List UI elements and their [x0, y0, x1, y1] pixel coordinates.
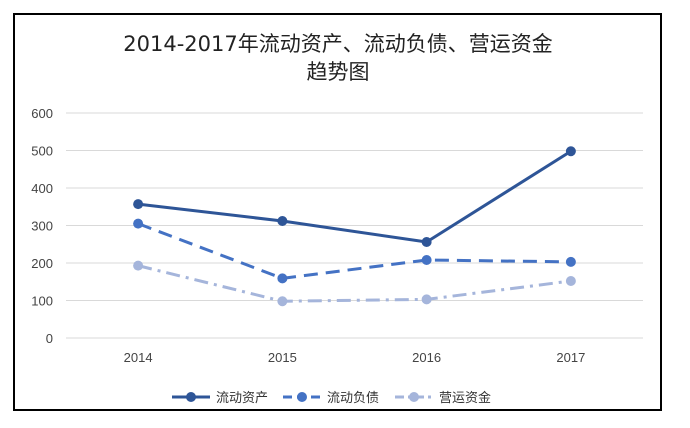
series-line	[137, 222, 571, 280]
y-tick-label: 0	[46, 331, 53, 346]
legend-item: 营运资金	[395, 390, 491, 406]
legend-marker	[409, 392, 419, 402]
legend-item: 流动负债	[283, 391, 379, 406]
x-tick-label: 2017	[556, 350, 585, 365]
data-point	[565, 256, 576, 267]
gridlines	[66, 112, 643, 339]
data-point	[133, 199, 144, 210]
legend: 流动资产 流动负债 营运资金	[172, 390, 491, 406]
y-tick-label: 100	[31, 294, 53, 309]
x-tick-label: 2015	[268, 350, 297, 365]
legend-marker	[297, 392, 307, 402]
data-point	[421, 255, 432, 265]
data-point	[133, 218, 144, 229]
chart-frame	[13, 13, 662, 411]
data-point	[133, 260, 144, 271]
legend-marker	[186, 392, 196, 402]
x-axis: 2014 2015 2016 2017	[124, 350, 586, 365]
chart-title-line2: 趋势图	[307, 60, 370, 84]
y-tick-label: 500	[31, 144, 53, 159]
legend-label: 流动资产	[216, 391, 268, 406]
data-point	[421, 237, 432, 247]
legend-label: 流动负债	[327, 391, 379, 406]
data-point	[277, 296, 288, 307]
data-point	[277, 273, 288, 284]
chart-title-line1: 2014-2017年流动资产、流动负债、营运资金	[123, 32, 552, 56]
legend-item: 流动资产	[172, 391, 268, 406]
series-3	[133, 260, 576, 307]
y-tick-label: 300	[31, 219, 53, 234]
series-group	[133, 146, 576, 307]
y-tick-label: 600	[31, 106, 53, 121]
legend-label: 营运资金	[439, 390, 491, 406]
data-point	[565, 276, 576, 286]
data-point	[565, 146, 576, 157]
series-1	[133, 146, 576, 247]
series-line	[137, 149, 572, 244]
series-line	[137, 264, 572, 303]
data-point	[421, 294, 432, 305]
y-tick-label: 400	[31, 181, 53, 196]
x-tick-label: 2016	[412, 350, 441, 365]
series-2	[133, 218, 576, 284]
y-axis: 0 100 200 300 400 500 600	[31, 106, 53, 346]
y-tick-label: 200	[31, 256, 53, 271]
data-point	[277, 216, 288, 226]
x-tick-label: 2014	[124, 350, 153, 365]
